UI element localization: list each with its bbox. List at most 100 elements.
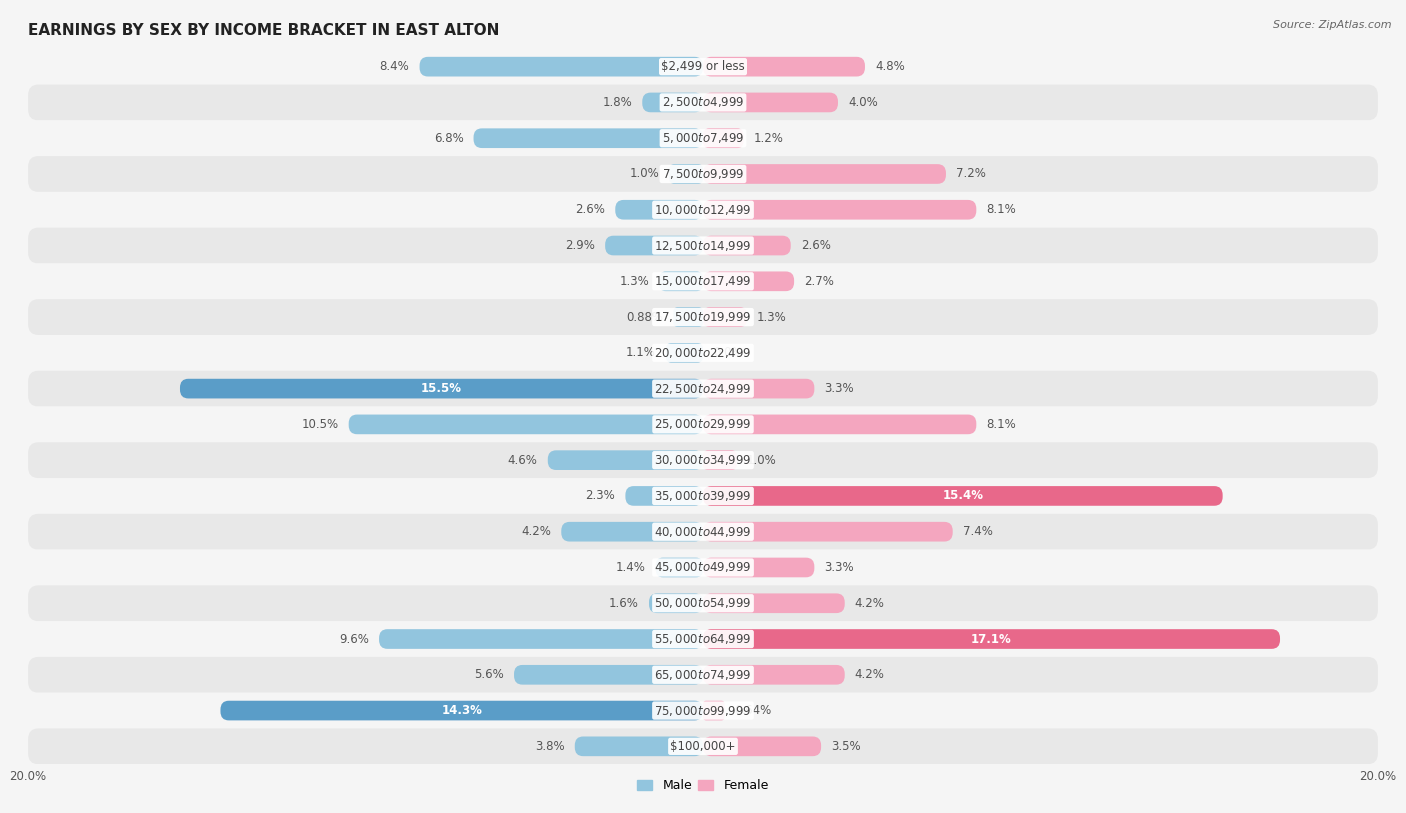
FancyBboxPatch shape <box>28 120 1378 156</box>
FancyBboxPatch shape <box>474 128 703 148</box>
FancyBboxPatch shape <box>666 343 703 363</box>
FancyBboxPatch shape <box>28 585 1378 621</box>
Text: Source: ZipAtlas.com: Source: ZipAtlas.com <box>1274 20 1392 30</box>
FancyBboxPatch shape <box>561 522 703 541</box>
FancyBboxPatch shape <box>643 93 703 112</box>
FancyBboxPatch shape <box>180 379 703 398</box>
Text: $65,000 to $74,999: $65,000 to $74,999 <box>654 667 752 682</box>
Text: 10.5%: 10.5% <box>301 418 339 431</box>
FancyBboxPatch shape <box>28 442 1378 478</box>
FancyBboxPatch shape <box>655 558 703 577</box>
FancyBboxPatch shape <box>703 164 946 184</box>
FancyBboxPatch shape <box>548 450 703 470</box>
FancyBboxPatch shape <box>703 558 814 577</box>
Text: 1.3%: 1.3% <box>756 311 787 324</box>
FancyBboxPatch shape <box>28 657 1378 693</box>
FancyBboxPatch shape <box>703 93 838 112</box>
Text: 3.8%: 3.8% <box>536 740 565 753</box>
Text: 1.3%: 1.3% <box>619 275 650 288</box>
Text: 17.1%: 17.1% <box>972 633 1012 646</box>
Text: 8.4%: 8.4% <box>380 60 409 73</box>
Text: 2.3%: 2.3% <box>585 489 616 502</box>
Text: $2,499 or less: $2,499 or less <box>661 60 745 73</box>
Text: 2.9%: 2.9% <box>565 239 595 252</box>
Text: $55,000 to $64,999: $55,000 to $64,999 <box>654 632 752 646</box>
Text: $12,500 to $14,999: $12,500 to $14,999 <box>654 238 752 253</box>
FancyBboxPatch shape <box>703 593 845 613</box>
FancyBboxPatch shape <box>575 737 703 756</box>
FancyBboxPatch shape <box>626 486 703 506</box>
Text: 1.6%: 1.6% <box>609 597 638 610</box>
Text: 1.4%: 1.4% <box>616 561 645 574</box>
FancyBboxPatch shape <box>703 379 814 398</box>
FancyBboxPatch shape <box>703 415 976 434</box>
Text: $17,500 to $19,999: $17,500 to $19,999 <box>654 310 752 324</box>
FancyBboxPatch shape <box>349 415 703 434</box>
Text: $40,000 to $44,999: $40,000 to $44,999 <box>654 524 752 539</box>
Text: 3.3%: 3.3% <box>824 561 853 574</box>
Text: 1.8%: 1.8% <box>602 96 633 109</box>
FancyBboxPatch shape <box>28 406 1378 442</box>
FancyBboxPatch shape <box>28 335 1378 371</box>
Text: $30,000 to $34,999: $30,000 to $34,999 <box>654 453 752 467</box>
Text: 0.0%: 0.0% <box>713 346 742 359</box>
Text: 15.5%: 15.5% <box>420 382 463 395</box>
FancyBboxPatch shape <box>28 263 1378 299</box>
Text: 7.4%: 7.4% <box>963 525 993 538</box>
Text: 9.6%: 9.6% <box>339 633 368 646</box>
Text: 8.1%: 8.1% <box>987 203 1017 216</box>
Text: $20,000 to $22,499: $20,000 to $22,499 <box>654 346 752 360</box>
Text: 4.2%: 4.2% <box>522 525 551 538</box>
FancyBboxPatch shape <box>659 272 703 291</box>
Text: 5.6%: 5.6% <box>474 668 503 681</box>
FancyBboxPatch shape <box>703 665 845 685</box>
Text: $10,000 to $12,499: $10,000 to $12,499 <box>654 202 752 217</box>
Text: 3.3%: 3.3% <box>824 382 853 395</box>
Text: 4.2%: 4.2% <box>855 668 884 681</box>
FancyBboxPatch shape <box>28 299 1378 335</box>
FancyBboxPatch shape <box>703 272 794 291</box>
Text: $45,000 to $49,999: $45,000 to $49,999 <box>654 560 752 575</box>
Text: $5,000 to $7,499: $5,000 to $7,499 <box>662 131 744 146</box>
Text: 4.2%: 4.2% <box>855 597 884 610</box>
Text: 2.6%: 2.6% <box>801 239 831 252</box>
Text: $22,500 to $24,999: $22,500 to $24,999 <box>654 381 752 396</box>
FancyBboxPatch shape <box>28 85 1378 120</box>
Text: 1.0%: 1.0% <box>747 454 776 467</box>
Text: 4.6%: 4.6% <box>508 454 537 467</box>
FancyBboxPatch shape <box>28 371 1378 406</box>
Text: EARNINGS BY SEX BY INCOME BRACKET IN EAST ALTON: EARNINGS BY SEX BY INCOME BRACKET IN EAS… <box>28 23 499 38</box>
Text: $75,000 to $99,999: $75,000 to $99,999 <box>654 703 752 718</box>
FancyBboxPatch shape <box>28 621 1378 657</box>
FancyBboxPatch shape <box>703 629 1279 649</box>
FancyBboxPatch shape <box>28 228 1378 263</box>
Legend: Male, Female: Male, Female <box>633 774 773 798</box>
Text: $50,000 to $54,999: $50,000 to $54,999 <box>654 596 752 611</box>
Text: 0.64%: 0.64% <box>735 704 772 717</box>
FancyBboxPatch shape <box>703 128 744 148</box>
Text: 1.0%: 1.0% <box>630 167 659 180</box>
Text: 0.88%: 0.88% <box>626 311 664 324</box>
FancyBboxPatch shape <box>703 737 821 756</box>
Text: 4.8%: 4.8% <box>875 60 905 73</box>
FancyBboxPatch shape <box>28 514 1378 550</box>
FancyBboxPatch shape <box>703 486 1223 506</box>
Text: 2.6%: 2.6% <box>575 203 605 216</box>
FancyBboxPatch shape <box>380 629 703 649</box>
FancyBboxPatch shape <box>28 192 1378 228</box>
Text: 1.1%: 1.1% <box>626 346 655 359</box>
Text: $35,000 to $39,999: $35,000 to $39,999 <box>654 489 752 503</box>
FancyBboxPatch shape <box>669 164 703 184</box>
Text: 14.3%: 14.3% <box>441 704 482 717</box>
FancyBboxPatch shape <box>28 550 1378 585</box>
FancyBboxPatch shape <box>28 693 1378 728</box>
Text: 2.7%: 2.7% <box>804 275 834 288</box>
FancyBboxPatch shape <box>703 307 747 327</box>
FancyBboxPatch shape <box>703 236 790 255</box>
FancyBboxPatch shape <box>703 450 737 470</box>
FancyBboxPatch shape <box>650 593 703 613</box>
Text: 8.1%: 8.1% <box>987 418 1017 431</box>
FancyBboxPatch shape <box>28 728 1378 764</box>
FancyBboxPatch shape <box>28 49 1378 85</box>
Text: $2,500 to $4,999: $2,500 to $4,999 <box>662 95 744 110</box>
